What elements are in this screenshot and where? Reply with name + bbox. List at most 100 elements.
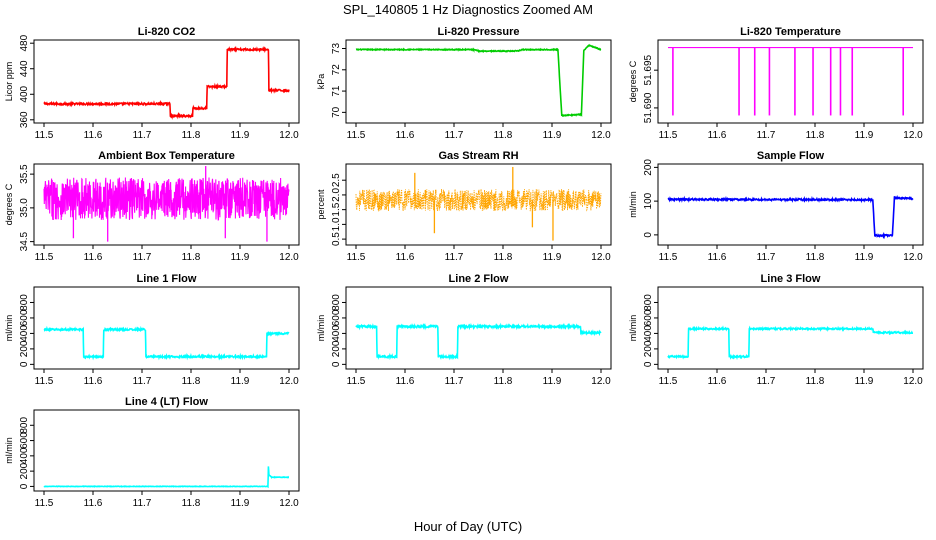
x-tick-label: 11.7 xyxy=(133,498,152,509)
x-tick-label: 11.5 xyxy=(347,252,366,263)
y-tick-label: 0 xyxy=(19,361,30,367)
y-axis-label: ml/min xyxy=(4,437,14,464)
x-tick-label: 12.0 xyxy=(591,130,611,141)
y-tick-label: 1.0 xyxy=(331,217,342,231)
x-tick-label: 11.5 xyxy=(347,376,366,387)
x-tick-label: 11.9 xyxy=(543,130,562,141)
x-tick-label: 11.9 xyxy=(231,376,250,387)
panel-0: Li-820 CO2 11.5 11.6 11.7 11.8 11.9 12.0 360 400… xyxy=(4,26,300,141)
y-tick-label: 800 xyxy=(643,294,654,311)
y-tick-label: 2.5 xyxy=(331,173,342,187)
y-axis-label: Licor ppm xyxy=(4,62,14,102)
plot-frame xyxy=(345,163,612,246)
series-line xyxy=(43,325,290,361)
series-line xyxy=(43,466,290,489)
x-tick-label: 11.9 xyxy=(231,252,250,263)
figure-title: SPL_140805 1 Hz Diagnostics Zoomed AM xyxy=(343,2,593,17)
x-tick-label: 11.6 xyxy=(396,376,415,387)
series-band xyxy=(355,188,602,212)
plot-frame xyxy=(657,163,924,246)
x-tick-label: 11.7 xyxy=(445,376,464,387)
series-line xyxy=(667,194,914,240)
y-tick-label: 200 xyxy=(643,159,654,176)
x-tick-label: 11.7 xyxy=(133,130,152,141)
x-tick-label: 11.8 xyxy=(494,252,513,263)
panel-title: Line 2 Flow xyxy=(449,273,509,285)
panel-title: Line 3 Flow xyxy=(761,273,821,285)
x-tick-label: 11.9 xyxy=(543,376,562,387)
y-tick-label: 800 xyxy=(19,417,30,434)
x-tick-label: 11.9 xyxy=(855,376,874,387)
y-tick-label: 360 xyxy=(19,111,30,128)
y-tick-label: 51.690 xyxy=(643,92,654,123)
series-line xyxy=(667,325,913,361)
x-tick-label: 11.6 xyxy=(396,252,415,263)
series-line xyxy=(355,322,602,361)
x-tick-label: 11.5 xyxy=(659,130,678,141)
y-tick-label: 72 xyxy=(331,64,342,76)
panel-title: Li-820 CO2 xyxy=(138,26,195,38)
y-tick-label: 51.695 xyxy=(643,54,654,85)
plot-frame xyxy=(657,286,924,370)
y-axis-label: degrees C xyxy=(4,183,14,225)
y-tick-label: 0.5 xyxy=(331,232,342,246)
series-line xyxy=(43,45,290,120)
x-tick-label: 11.6 xyxy=(708,376,727,387)
x-tick-label: 12.0 xyxy=(903,130,923,141)
y-tick-label: 35.5 xyxy=(19,164,30,184)
y-axis-label: ml/min xyxy=(4,315,14,342)
y-tick-label: 0 xyxy=(643,232,654,238)
x-tick-label: 12.0 xyxy=(903,252,923,263)
y-tick-label: 400 xyxy=(19,85,30,102)
y-tick-label: 400 xyxy=(643,325,654,342)
plot-frame xyxy=(345,286,612,370)
x-tick-label: 11.5 xyxy=(659,252,678,263)
x-tick-label: 12.0 xyxy=(591,376,611,387)
plot-frame xyxy=(657,39,924,124)
y-tick-label: 600 xyxy=(19,309,30,326)
x-tick-label: 11.8 xyxy=(182,130,201,141)
x-tick-label: 11.5 xyxy=(35,498,54,509)
y-axis-label: kPa xyxy=(316,74,326,90)
y-axis-label: degrees C xyxy=(628,60,638,102)
x-tick-label: 11.5 xyxy=(35,130,54,141)
panels: Li-820 CO2 11.5 11.6 11.7 11.8 11.9 12.0 360 400… xyxy=(4,26,924,509)
panel-9: Line 4 (LT) Flow 11.5 11.6 11.7 11.8 11.9 12.0… xyxy=(4,396,300,509)
panel-7: Line 2 Flow 11.5 11.6 11.7 11.8 11.9 12.0 0 2004… xyxy=(316,273,612,387)
y-tick-label: 73 xyxy=(331,43,342,55)
y-tick-label: 0 xyxy=(19,483,30,489)
y-tick-label: 100 xyxy=(643,192,654,209)
plot-frame xyxy=(345,39,612,124)
x-tick-label: 11.5 xyxy=(347,130,366,141)
x-tick-label: 11.7 xyxy=(445,130,464,141)
panel-title: Gas Stream RH xyxy=(438,150,518,162)
y-tick-label: 1.5 xyxy=(331,202,342,216)
x-tick-label: 11.9 xyxy=(231,130,250,141)
x-tick-label: 12.0 xyxy=(279,376,299,387)
x-tick-label: 11.6 xyxy=(84,130,103,141)
y-tick-label: 600 xyxy=(331,309,342,326)
y-tick-label: 0 xyxy=(331,361,342,367)
x-tick-label: 11.8 xyxy=(182,252,201,263)
y-tick-label: 800 xyxy=(331,294,342,311)
y-tick-label: 440 xyxy=(19,60,30,77)
x-tick-label: 11.7 xyxy=(133,376,152,387)
y-tick-label: 2.0 xyxy=(331,188,342,202)
panel-1: Li-820 Pressure 11.5 11.6 11.7 11.8 11.9 12.0 7… xyxy=(316,26,612,141)
series-line xyxy=(355,43,602,118)
x-tick-label: 11.6 xyxy=(396,130,415,141)
x-tick-label: 11.8 xyxy=(806,130,825,141)
plot-frame xyxy=(33,163,300,246)
x-tick-label: 11.7 xyxy=(757,130,776,141)
x-tick-label: 11.5 xyxy=(35,252,54,263)
y-tick-label: 800 xyxy=(19,294,30,311)
x-tick-label: 12.0 xyxy=(279,498,299,509)
x-tick-label: 11.5 xyxy=(35,376,54,387)
x-tick-label: 11.9 xyxy=(231,498,250,509)
x-tick-label: 11.7 xyxy=(133,252,152,263)
plot-frame xyxy=(33,39,300,124)
panel-6: Line 1 Flow 11.5 11.6 11.7 11.8 11.9 12.0 0 2004… xyxy=(4,273,300,387)
series-band xyxy=(43,177,290,221)
x-tick-label: 11.9 xyxy=(855,130,874,141)
